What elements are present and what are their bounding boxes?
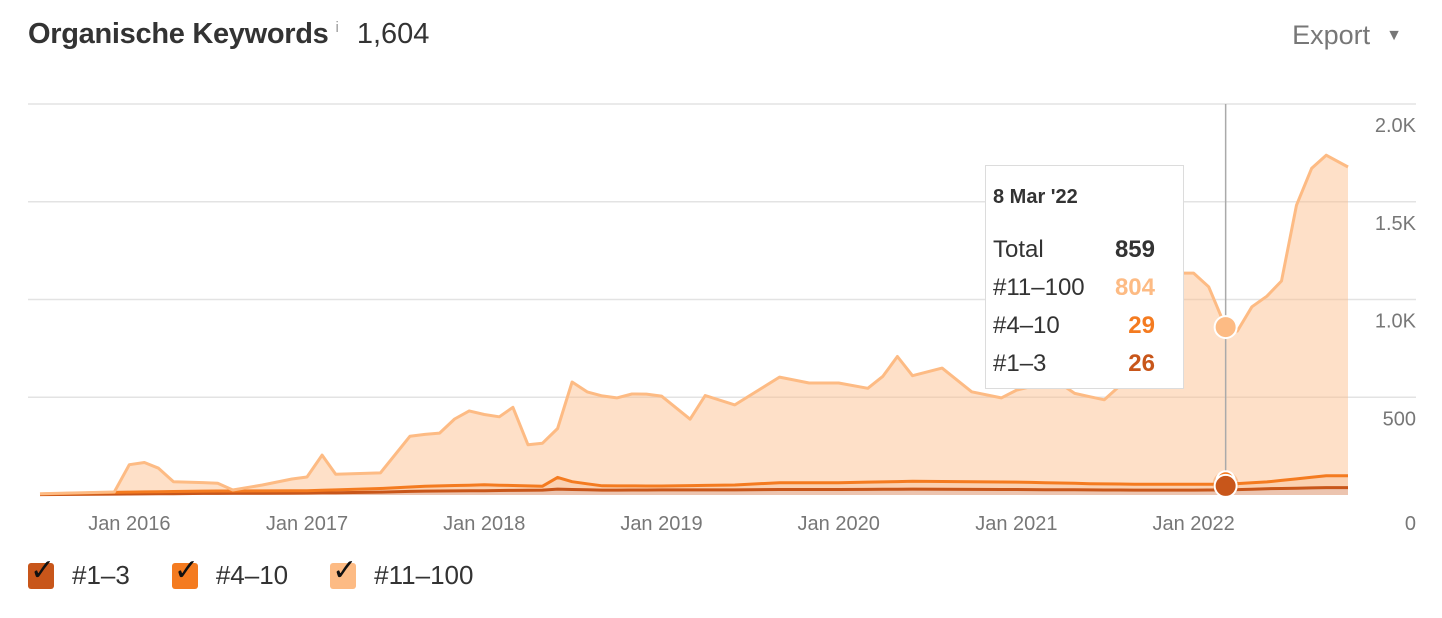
chart-crosshair [1212,104,1239,498]
checkmark-icon: ✓ [30,552,56,588]
line-#1–3 [39,486,1348,497]
y-tick-label: 0 [1405,513,1416,535]
tooltip-value: 804 [1114,274,1155,301]
line-#4–10 [39,474,1348,496]
export-button[interactable]: Export ▼ [1292,20,1402,51]
tooltip-row-total: Total 859 [993,236,1155,264]
legend-label: #4–10 [215,560,289,590]
legend-label: #1–3 [72,560,130,590]
tooltip-row-4-10: #4–10 29 [993,312,1155,340]
tooltip-row-1-3: #1–3 26 [993,350,1155,378]
x-tick-label: Jan 2019 [620,513,702,535]
x-tick-label: Jan 2017 [266,513,348,535]
x-tick-label: Jan 2021 [975,513,1057,535]
tooltip-label: #11–100 [993,274,1085,301]
tooltip-value: 859 [1114,236,1155,263]
chart-tooltip: 8 Mar '22 Total 859 #11–100 804 #4–10 29… [985,165,1184,389]
x-tick-label: Jan 2020 [798,513,880,535]
y-tick-label: 1.5K [1375,213,1417,235]
legend-item-11-100[interactable]: ✓ #11–100 [330,553,474,591]
export-label: Export [1292,20,1371,50]
chart-legend: ✓ #1–3 ✓ #4–10 ✓ #11–100 [28,553,515,591]
tooltip-row-11-100: #11–100 804 [993,274,1155,302]
legend-label: #11–100 [374,560,474,590]
area-#11–100 [40,155,1348,494]
crosshair-point-11-100 [1213,315,1238,340]
legend-checkbox[interactable]: ✓ [171,553,199,589]
x-tick-label: Jan 2018 [443,513,525,535]
chart-header: Organische Keywords i 1,604 [28,18,429,62]
y-tick-label: 1.0K [1375,311,1417,333]
tooltip-value: 29 [1128,312,1155,339]
legend-checkbox[interactable]: ✓ [330,553,357,589]
keyword-count: 1,604 [356,18,430,50]
tooltip-label: #1–3 [993,350,1047,377]
crosshair-point-1-3 [1213,473,1238,498]
x-tick-label: Jan 2016 [88,513,170,535]
y-tick-label: 500 [1383,408,1416,430]
checkmark-icon: ✓ [173,552,199,588]
info-icon[interactable]: i [335,19,339,36]
chart-grid [28,103,1416,398]
tooltip-value: 26 [1128,350,1155,377]
tooltip-label: #4–10 [993,312,1060,339]
tooltip-date: 8 Mar '22 [993,186,1078,208]
x-axis: Jan 2016 Jan 2017 Jan 2018 Jan 2019 Jan 2020… [88,513,1235,535]
checkmark-icon: ✓ [332,552,358,588]
caret-down-icon: ▼ [1386,26,1402,44]
legend-item-1-3[interactable]: ✓ #1–3 [28,553,130,591]
y-axis: 0 500 1.0K 1.5K 2.0K [1375,115,1417,535]
y-tick-label: 2.0K [1375,115,1417,137]
legend-item-4-10[interactable]: ✓ #4–10 [171,553,289,591]
tooltip-label: Total [993,236,1044,263]
x-tick-label: Jan 2022 [1152,513,1234,535]
legend-checkbox[interactable]: ✓ [28,553,55,589]
chart-title: Organische Keywords [28,18,329,50]
